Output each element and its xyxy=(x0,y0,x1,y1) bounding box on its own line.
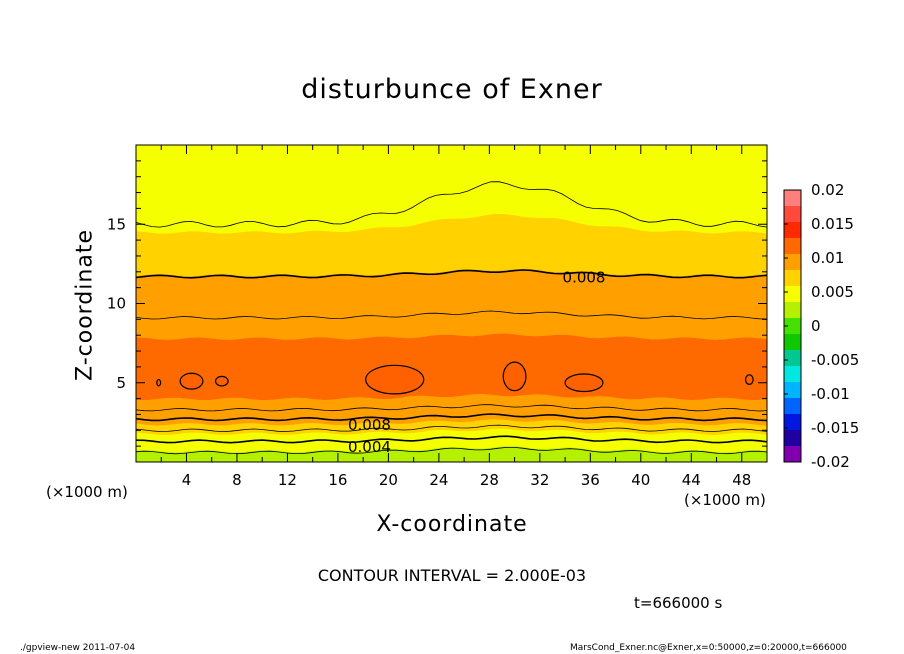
colorbar-tick-label: 0 xyxy=(811,317,821,335)
x-tick-label: 4 xyxy=(182,471,192,489)
colorbar-swatch xyxy=(784,350,801,367)
contour-maximum xyxy=(744,374,754,385)
x-tick-label: 8 xyxy=(232,471,242,489)
colorbar-swatch xyxy=(784,382,801,399)
contour-maximum xyxy=(214,375,229,387)
footer-right: MarsCond_Exner.nc@Exner,x=0:50000,z=0:20… xyxy=(570,643,847,653)
plot-area xyxy=(136,145,767,462)
x-tick-label: 24 xyxy=(429,471,448,489)
contour-line xyxy=(136,404,767,412)
x-unit-label-right: (×1000 m) xyxy=(684,491,766,509)
x-tick-label: 20 xyxy=(379,471,398,489)
x-tick-label: 28 xyxy=(480,471,499,489)
y-tick-label: 15 xyxy=(107,215,126,233)
contour-line xyxy=(136,181,767,228)
contour-line xyxy=(136,447,767,455)
colorbar-swatch xyxy=(784,318,801,335)
contour-line xyxy=(136,435,767,444)
colorbar-swatch xyxy=(784,366,801,383)
colorbar-tick-label: -0.02 xyxy=(811,453,850,471)
colorbar-swatch xyxy=(784,398,801,415)
x-tick-label: 36 xyxy=(581,471,600,489)
x-unit-label-left: (×1000 m) xyxy=(46,483,128,501)
x-tick-label: 48 xyxy=(732,471,751,489)
x-tick-label: 40 xyxy=(631,471,650,489)
contour-maximum xyxy=(179,372,204,390)
contour-line xyxy=(136,413,767,422)
colorbar-tick-label: -0.015 xyxy=(811,419,859,437)
value-band xyxy=(136,145,767,187)
x-axis-label: X-coordinate xyxy=(376,512,528,537)
colorbar-tick-label: -0.005 xyxy=(811,351,859,369)
colorbar-tick-label: 0.015 xyxy=(811,215,854,233)
colorbar-swatch xyxy=(784,190,801,207)
y-tick-label: 10 xyxy=(107,295,126,313)
contour-label: 0.008 xyxy=(563,269,606,287)
contour-labels: 0.008 0.008 0.004 xyxy=(348,269,605,457)
colorbar-swatch xyxy=(784,334,801,351)
y-tick-label: 5 xyxy=(116,374,126,392)
contour-line xyxy=(136,424,767,433)
x-tick-label: 16 xyxy=(328,471,347,489)
contour-maximum xyxy=(365,364,425,395)
x-tick-label: 12 xyxy=(278,471,297,489)
footer-left: ./gpview-new 2011-07-04 xyxy=(20,643,136,653)
contour-line xyxy=(136,310,767,320)
colorbar-tick-label: -0.01 xyxy=(811,385,850,403)
colorbar-tick-label: 0.02 xyxy=(811,181,844,199)
colorbar-swatch xyxy=(784,238,801,255)
time-label: t=666000 s xyxy=(634,594,723,612)
colorbar-tick-label: 0.01 xyxy=(811,249,844,267)
x-tick-label: 44 xyxy=(682,471,701,489)
contour-label: 0.004 xyxy=(348,438,391,456)
contour-lines xyxy=(136,181,767,455)
contour-maximum xyxy=(502,361,527,392)
colorbar-swatch xyxy=(784,446,801,463)
colorbar-swatch xyxy=(784,206,801,223)
y-axis-label: Z-coordinate xyxy=(72,229,98,381)
value-band xyxy=(136,332,767,401)
contour-line xyxy=(136,269,767,279)
colorbar: 0.02 0.015 0.01 0.005 0 -0.005 -0.01 -0.015 -0.0… xyxy=(783,181,859,471)
contour-interval-text: CONTOUR INTERVAL = 2.000E-03 xyxy=(317,566,587,585)
chart-title: disturbunce of Exner xyxy=(301,74,603,105)
contour-label: 0.008 xyxy=(348,416,391,434)
colorbar-swatch xyxy=(784,302,801,319)
colorbar-swatch xyxy=(784,286,801,303)
y-axis: 5 10 15 xyxy=(107,160,767,447)
contour-maximum xyxy=(156,378,162,387)
colorbar-swatch xyxy=(784,414,801,431)
colorbar-swatch xyxy=(784,254,801,271)
colorbar-swatch xyxy=(784,270,801,287)
colorbar-swatch xyxy=(784,430,801,447)
x-axis: 4 8 12 16 20 24 28 32 36 40 44 48 xyxy=(160,145,768,489)
colorbar-swatch xyxy=(784,222,801,239)
x-tick-label: 32 xyxy=(530,471,549,489)
colorbar-tick-label: 0.005 xyxy=(811,283,854,301)
contour-maximum xyxy=(564,373,604,393)
